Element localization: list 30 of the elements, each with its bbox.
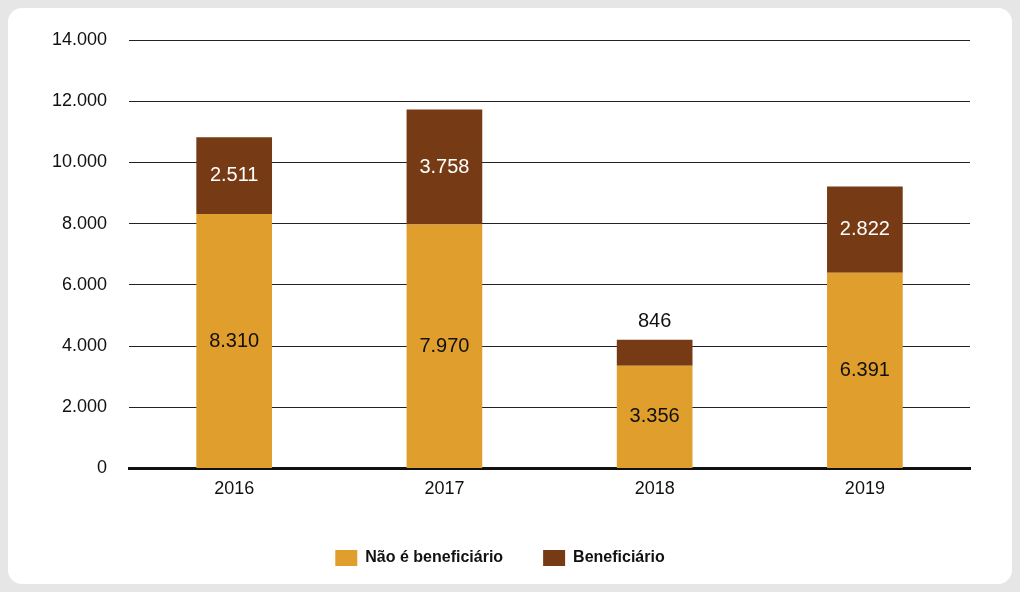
bar bbox=[196, 137, 273, 215]
y-tick-label: 0 bbox=[97, 457, 108, 478]
bar bbox=[406, 109, 483, 225]
x-tick-label: 2017 bbox=[424, 478, 465, 499]
bar bbox=[196, 214, 273, 468]
bar bbox=[406, 224, 483, 468]
data-label: 846 bbox=[637, 309, 672, 332]
data-label: 3.356 bbox=[629, 404, 680, 427]
bar bbox=[827, 186, 903, 273]
data-label: 2.511 bbox=[209, 163, 259, 186]
data-label: 3.758 bbox=[419, 154, 470, 177]
y-tick-label: 2.000 bbox=[62, 396, 108, 417]
bar bbox=[616, 339, 693, 366]
y-tick-label: 12.000 bbox=[51, 90, 108, 111]
bar bbox=[616, 365, 693, 468]
legend-label: Beneficiário bbox=[573, 548, 665, 566]
data-label: 7.970 bbox=[419, 333, 470, 356]
bar bbox=[827, 272, 903, 468]
data-label: 2.822 bbox=[839, 217, 890, 240]
x-tick-label: 2018 bbox=[634, 478, 675, 499]
x-tick-label: 2019 bbox=[844, 478, 885, 499]
x-tick-label: 2016 bbox=[214, 478, 255, 499]
y-tick-label: 4.000 bbox=[62, 334, 108, 355]
y-tick-label: 8.000 bbox=[62, 212, 108, 233]
y-tick-label: 14.000 bbox=[51, 28, 108, 49]
y-tick-label: 10.000 bbox=[51, 151, 108, 172]
data-label: 6.391 bbox=[839, 357, 890, 380]
y-tick-label: 6.000 bbox=[62, 273, 108, 294]
legend-label: Não é beneficiário bbox=[365, 548, 504, 566]
data-label: 8.310 bbox=[209, 328, 260, 351]
